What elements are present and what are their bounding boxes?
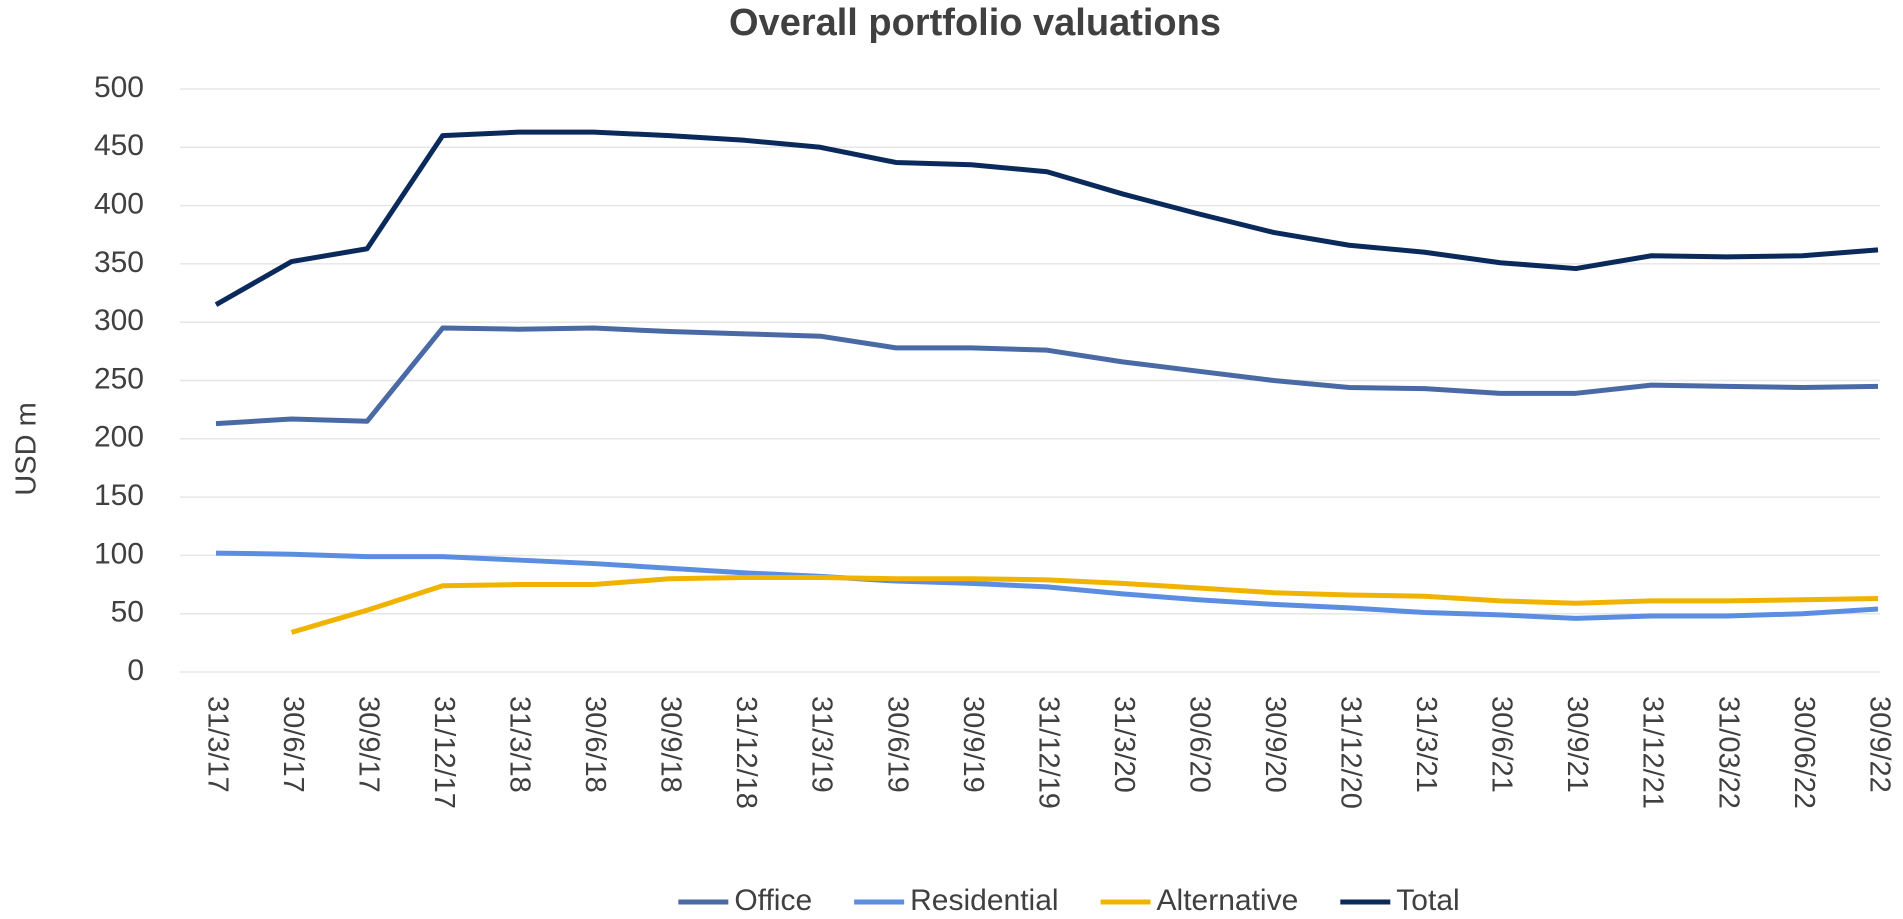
y-tick-label: 400 (94, 188, 144, 221)
legend-label: Office (734, 884, 812, 917)
y-tick-label: 200 (94, 421, 144, 454)
series-line (290, 575, 1879, 635)
x-tick-label: 31/12/20 (1335, 696, 1367, 809)
y-tick-label: 500 (94, 71, 144, 104)
series-line (215, 550, 1879, 621)
x-tick-label: 30/06/22 (1788, 696, 1820, 809)
y-tick-label: 250 (94, 362, 144, 395)
y-tick-label: 150 (94, 479, 144, 512)
x-tick-label: 30/9/17 (352, 696, 384, 793)
x-tick-label: 30/6/17 (277, 696, 309, 793)
x-tick-label: 31/3/17 (201, 696, 233, 793)
legend-label: Alternative (1157, 884, 1299, 917)
y-tick-label: 50 (111, 596, 144, 629)
y-axis-label: USD m (11, 402, 43, 495)
x-tick-label: 31/3/20 (1108, 696, 1140, 793)
x-tick-label: 30/9/21 (1561, 696, 1593, 793)
x-tick-label: 30/6/20 (1183, 696, 1215, 793)
y-tick-label: 450 (94, 129, 144, 162)
x-tick-label: 31/3/18 (504, 696, 536, 793)
x-tick-label: 31/12/19 (1032, 696, 1064, 809)
x-tick-label: 30/9/22 (1863, 696, 1895, 793)
x-tick-label: 30/9/18 (655, 696, 687, 793)
x-tick-label: 30/6/18 (579, 696, 611, 793)
x-tick-label: 31/12/17 (428, 696, 460, 809)
x-tick-label: 31/03/22 (1712, 696, 1744, 809)
x-tick-label: 31/12/18 (730, 696, 762, 809)
series-line (215, 325, 1879, 427)
legend-label: Residential (910, 884, 1058, 917)
y-tick-label: 100 (94, 537, 144, 570)
x-tick-label: 31/3/21 (1410, 696, 1442, 793)
x-tick-label: 30/6/21 (1486, 696, 1518, 793)
x-tick-label: 30/9/19 (957, 696, 989, 793)
chart-title: Overall portfolio valuations (729, 2, 1221, 44)
series-line (214, 129, 1879, 307)
legend-label: Total (1396, 884, 1459, 917)
x-tick-label: 31/12/21 (1637, 696, 1669, 809)
y-tick-label: 0 (127, 654, 144, 687)
x-tick-label: 30/6/19 (881, 696, 913, 793)
x-tick-label: 30/9/20 (1259, 696, 1291, 793)
x-tick-label: 31/3/19 (806, 696, 838, 793)
y-tick-label: 350 (94, 246, 144, 279)
y-tick-label: 300 (94, 304, 144, 337)
